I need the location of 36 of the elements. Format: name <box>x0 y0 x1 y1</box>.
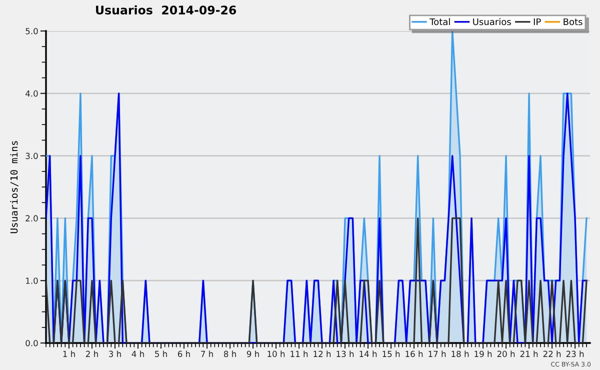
x-tick-label: 2 h <box>86 350 98 357</box>
y-tick-label: 5.0 <box>26 28 38 34</box>
x-tick-label: 16 h <box>406 350 423 358</box>
x-tick-label: 1 h <box>63 350 75 357</box>
x-tick-label: 6 h <box>178 350 190 358</box>
y-tick-label: 3.0 <box>26 152 38 160</box>
x-tick-label: 14 h <box>360 350 377 357</box>
x-tick-label: 20 h <box>497 350 515 358</box>
legend-label: Bots <box>564 18 582 26</box>
x-tick-label: 11 h <box>290 350 308 357</box>
legend-label: Usuarios <box>473 18 511 26</box>
x-tick-label: 9 h <box>246 350 259 358</box>
y-tick-label: 2.0 <box>26 215 38 222</box>
x-tick-label: 15 h <box>382 350 400 358</box>
x-tick-label: 4 h <box>132 350 144 357</box>
y-tick-label: 4.0 <box>26 90 38 97</box>
line-series <box>46 92 588 343</box>
x-tick-label: 12 h <box>314 350 331 357</box>
x-tick-label: 7 h <box>201 350 213 357</box>
x-tick-label: 19 h <box>474 350 492 358</box>
x-tick-label: 8 h <box>224 350 236 358</box>
x-tick-label: 18 h <box>452 350 469 358</box>
legend-label: Total <box>430 18 450 26</box>
y-axis-title: Usuarios/10 mins <box>10 141 18 234</box>
chart-title: Usuarios 2014-09-26 <box>96 5 236 14</box>
x-tick-label: 13 h <box>336 350 354 358</box>
x-tick-label: 5 h <box>155 350 167 358</box>
x-tick-label: 22 h <box>543 350 561 357</box>
x-tick-label: 21 h <box>520 350 538 357</box>
x-tick-label: 10 h <box>268 350 285 358</box>
x-tick-label: 3 h <box>109 350 121 358</box>
y-tick-label: 1.0 <box>26 278 38 284</box>
legend-label: IP <box>534 18 541 26</box>
x-tick-label: 17 h <box>428 350 446 357</box>
y-tick-label: 0.0 <box>26 340 38 346</box>
x-tick-label: 23 h <box>566 350 584 358</box>
